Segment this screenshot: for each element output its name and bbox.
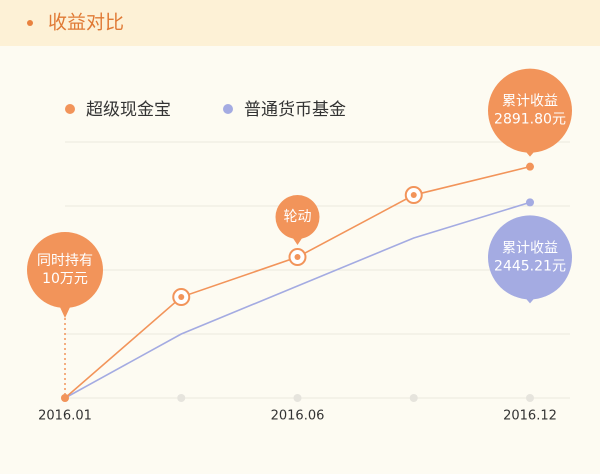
- bubble-pointer: [59, 305, 71, 318]
- x-axis-dot: [409, 394, 418, 402]
- legend-marker: [223, 104, 233, 114]
- bubble-label: 2891.80元: [494, 112, 566, 128]
- x-axis-dot: [293, 394, 302, 402]
- header-bar: [0, 0, 600, 46]
- bubble-label: 同时持有: [37, 253, 93, 269]
- point: [526, 162, 534, 171]
- grid: [65, 141, 570, 399]
- bubble: [488, 68, 572, 153]
- point: [61, 394, 69, 402]
- legend-label: 普通货币基金: [244, 100, 346, 120]
- header-dot: [27, 20, 33, 26]
- point-center: [294, 254, 301, 261]
- bubble: [275, 195, 320, 240]
- legend-marker: [65, 104, 75, 114]
- x-axis-dot: [526, 394, 534, 402]
- chart-title: 收益对比: [48, 12, 124, 34]
- x-axis-dot: [177, 394, 186, 402]
- bubble-label: 轮动: [284, 209, 312, 225]
- x-tick-label: 2016.01: [38, 409, 92, 424]
- point: [526, 198, 534, 207]
- point-center: [410, 192, 417, 199]
- bubble-label: 10万元: [42, 271, 88, 287]
- bubble-label: 累计收益: [502, 240, 558, 256]
- legend-label: 超级现金宝: [86, 100, 171, 120]
- series-line: [64, 201, 531, 399]
- bubble: [488, 215, 572, 300]
- bubble-label: 累计收益: [502, 94, 558, 110]
- bubble-label: 2445.21元: [494, 258, 566, 274]
- x-tick-label: 2016.06: [271, 409, 325, 424]
- bubble: [27, 232, 103, 308]
- point-center: [178, 294, 185, 301]
- x-tick-label: 2016.12: [503, 409, 557, 424]
